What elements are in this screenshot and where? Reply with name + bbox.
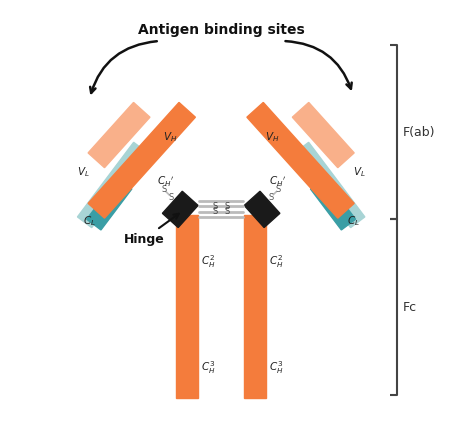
- Polygon shape: [77, 142, 148, 227]
- Polygon shape: [247, 102, 354, 218]
- Text: S: S: [161, 185, 167, 194]
- Text: $V_H$: $V_H$: [265, 130, 279, 144]
- Polygon shape: [88, 102, 150, 168]
- Text: $C_H^3$: $C_H^3$: [201, 359, 215, 376]
- Polygon shape: [88, 102, 195, 218]
- Text: $C_H{}'$: $C_H{}'$: [269, 175, 286, 189]
- Text: S: S: [225, 207, 230, 216]
- Text: $V_L$: $V_L$: [353, 166, 366, 179]
- Text: S: S: [276, 185, 281, 194]
- Text: $C_L$: $C_L$: [346, 214, 360, 228]
- Text: Fc: Fc: [403, 301, 416, 314]
- Text: S: S: [225, 202, 230, 211]
- Polygon shape: [295, 142, 365, 227]
- Text: $C_H^2$: $C_H^2$: [269, 253, 283, 270]
- Polygon shape: [311, 178, 355, 230]
- Text: $C_H^3$: $C_H^3$: [269, 359, 283, 376]
- Text: S: S: [268, 193, 273, 202]
- Text: $C_H^2$: $C_H^2$: [201, 253, 215, 270]
- Polygon shape: [244, 191, 280, 227]
- Bar: [176, 215, 198, 397]
- Text: Antigen binding sites: Antigen binding sites: [138, 23, 304, 37]
- Text: Hinge: Hinge: [124, 214, 179, 246]
- Text: $C_H{}'$: $C_H{}'$: [157, 175, 174, 189]
- Text: $V_H$: $V_H$: [163, 130, 177, 144]
- Text: $V_L$: $V_L$: [76, 166, 89, 179]
- Bar: [244, 215, 266, 397]
- Polygon shape: [292, 102, 354, 168]
- Polygon shape: [87, 178, 132, 230]
- Text: S: S: [212, 207, 218, 216]
- Polygon shape: [162, 191, 198, 227]
- Text: $C_L$: $C_L$: [83, 214, 96, 228]
- Text: S: S: [169, 193, 174, 202]
- Text: S: S: [212, 202, 218, 211]
- Text: F(ab): F(ab): [403, 126, 435, 139]
